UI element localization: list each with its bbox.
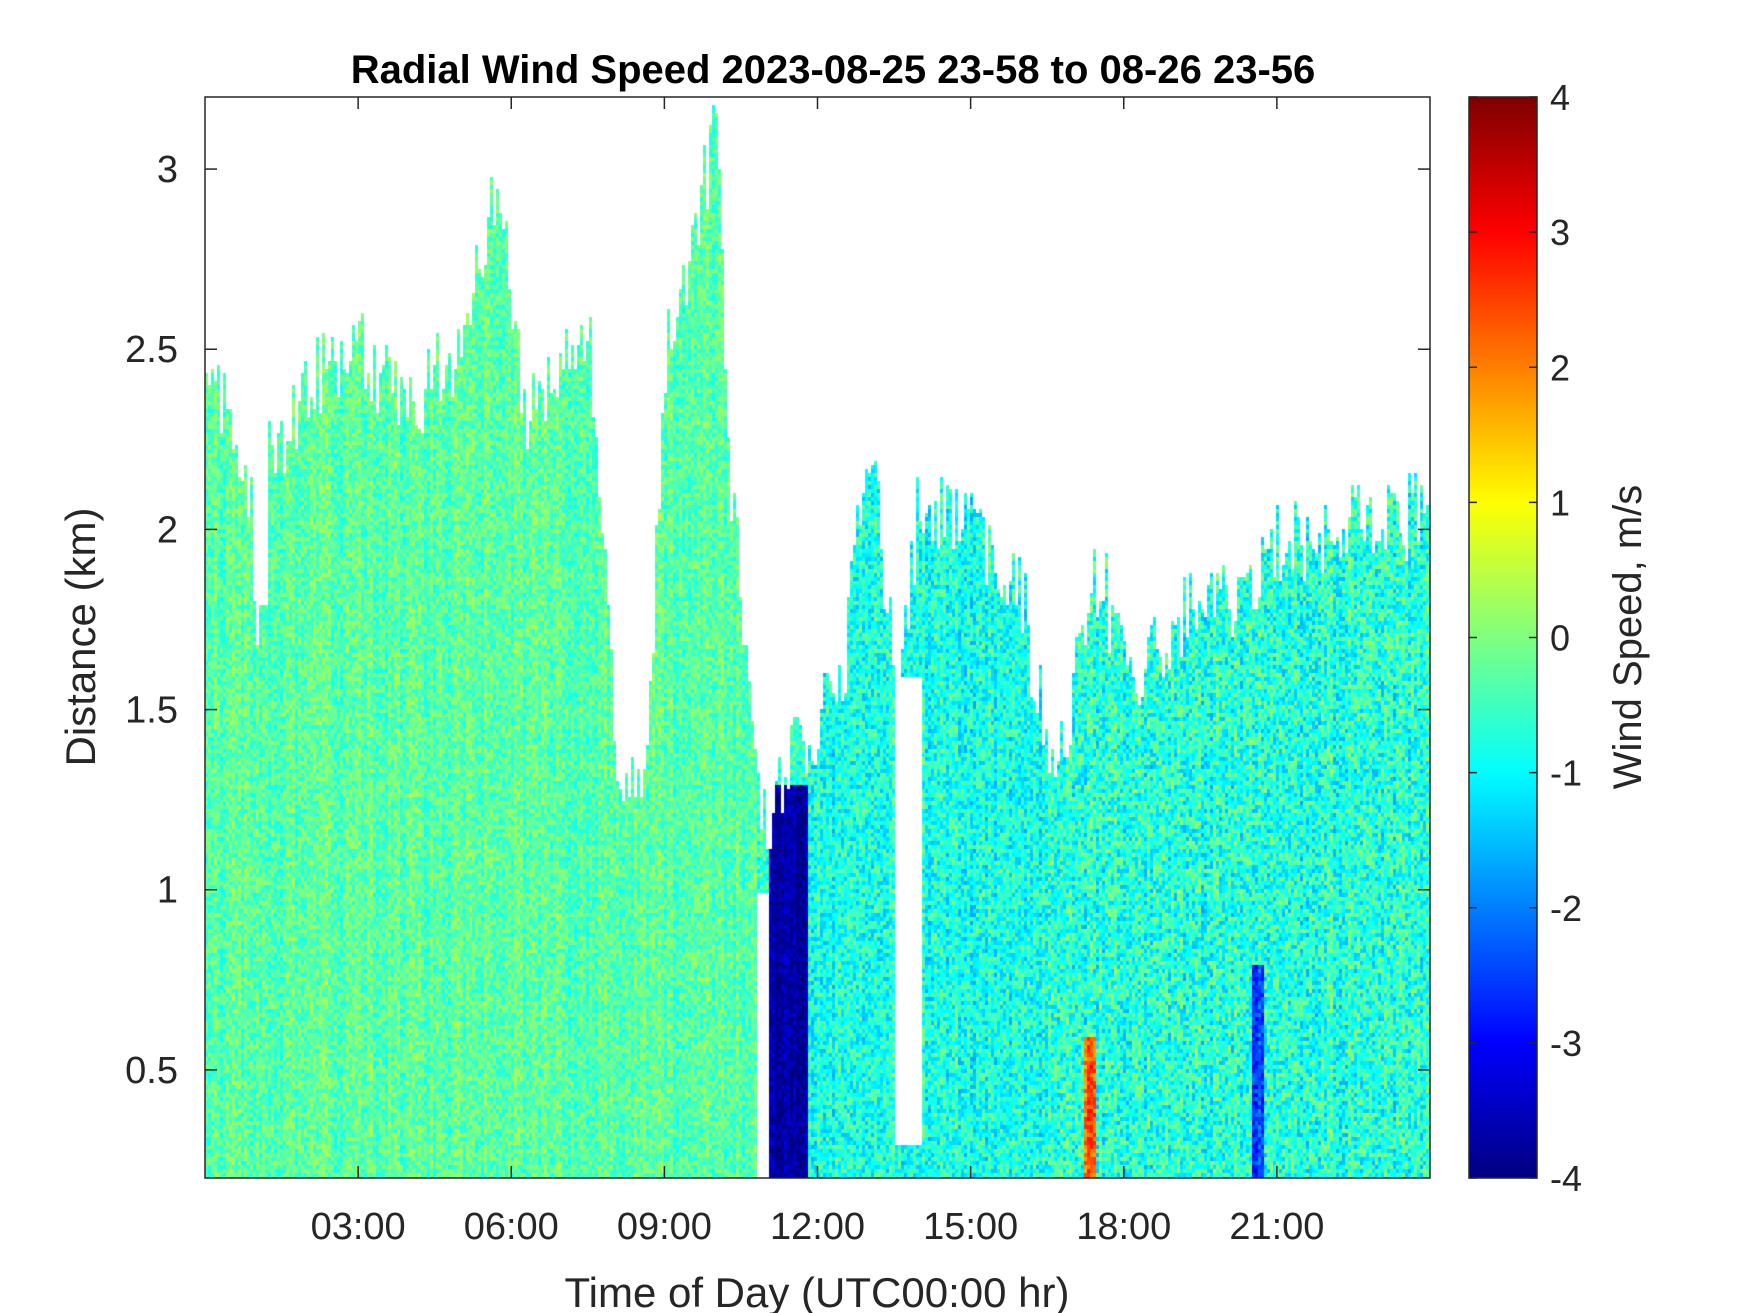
y-tick-label: 0.5: [125, 1050, 178, 1092]
x-tick-label: 15:00: [923, 1206, 1018, 1248]
y-axis-label: Distance (km): [57, 507, 104, 766]
y-tick-label: 3: [157, 149, 178, 191]
x-tick-label: 09:00: [617, 1206, 712, 1248]
x-tick-label: 21:00: [1229, 1206, 1324, 1248]
colorbar-tick-label: 1: [1550, 482, 1570, 523]
colorbar-tick-label: 2: [1550, 347, 1570, 388]
x-axis: 03:00 06:00 09:00 12:00 15:00 18:00 21:00: [311, 97, 1324, 1248]
heatmap-layer: [205, 97, 1430, 1178]
x-tick-label: 12:00: [770, 1206, 865, 1248]
colorbar-label: Wind Speed, m/s: [1606, 485, 1650, 790]
y-axis: 0.5 1 1.5 2 2.5 3: [125, 149, 1430, 1092]
x-tick-label: 03:00: [311, 1206, 406, 1248]
y-tick-label: 1.5: [125, 690, 178, 732]
chart-title: Radial Wind Speed 2023-08-25 23-58 to 08…: [351, 48, 1316, 92]
colorbar-axis: 4 3 2 1 0 -1 -2 -3 -4: [1469, 77, 1582, 1199]
y-tick-label: 1: [157, 870, 178, 912]
x-axis-label: Time of Day (UTC00:00 hr): [565, 1269, 1070, 1313]
colorbar-tick-label: 3: [1550, 212, 1570, 253]
colorbar-tick-label: -2: [1550, 888, 1582, 929]
colorbar-tick-label: 4: [1550, 77, 1570, 118]
colorbar: [1469, 97, 1537, 1178]
colorbar-tick-label: -4: [1550, 1158, 1582, 1199]
colorbar-tick-label: 0: [1550, 618, 1570, 659]
x-tick-label: 18:00: [1076, 1206, 1171, 1248]
y-tick-label: 2: [157, 509, 178, 551]
colorbar-tick-label: -1: [1550, 753, 1582, 794]
colorbar-tick-label: -3: [1550, 1023, 1582, 1064]
y-tick-label: 2.5: [125, 329, 178, 371]
x-tick-label: 06:00: [464, 1206, 559, 1248]
